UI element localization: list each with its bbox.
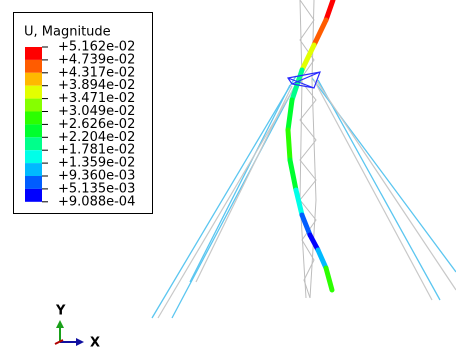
member-segment — [302, 215, 310, 235]
member-segment — [318, 250, 326, 268]
deformed-member — [288, 0, 333, 290]
member-segment — [288, 100, 292, 130]
guy-wires — [158, 78, 456, 318]
legend-swatch — [25, 189, 42, 202]
triad: Y X — [55, 304, 100, 349]
member-segment — [326, 0, 333, 20]
page: {"legend": {"title": "U, Magnitude", "la… — [0, 0, 456, 349]
member-segment — [326, 268, 332, 290]
viewport: U, Magnitude +5.162e-02+4.739e-02+4.317e… — [0, 0, 456, 349]
legend-swatch — [25, 73, 42, 86]
legend-swatches — [25, 47, 42, 202]
legend-swatch — [25, 112, 42, 125]
x-axis-label: X — [90, 336, 100, 349]
legend-swatch — [25, 163, 42, 176]
legend-swatch — [25, 47, 42, 60]
member-segment — [288, 130, 290, 160]
legend-swatch — [25, 86, 42, 99]
legend-label: +9.088e-04 — [58, 194, 135, 209]
y-axis-label: Y — [55, 304, 66, 319]
cables — [152, 76, 456, 318]
member-segment — [314, 20, 326, 45]
legend-title: U, Magnitude — [24, 25, 111, 40]
legend-swatch — [25, 137, 42, 150]
member-segment — [310, 235, 318, 250]
legend-swatch — [25, 124, 42, 137]
legend-swatch — [25, 150, 42, 163]
legend-swatch — [25, 60, 42, 73]
legend-swatch — [25, 99, 42, 112]
member-segment — [290, 160, 296, 190]
bracing — [288, 72, 320, 88]
legend-swatch — [25, 176, 42, 189]
member-segment — [296, 190, 302, 215]
